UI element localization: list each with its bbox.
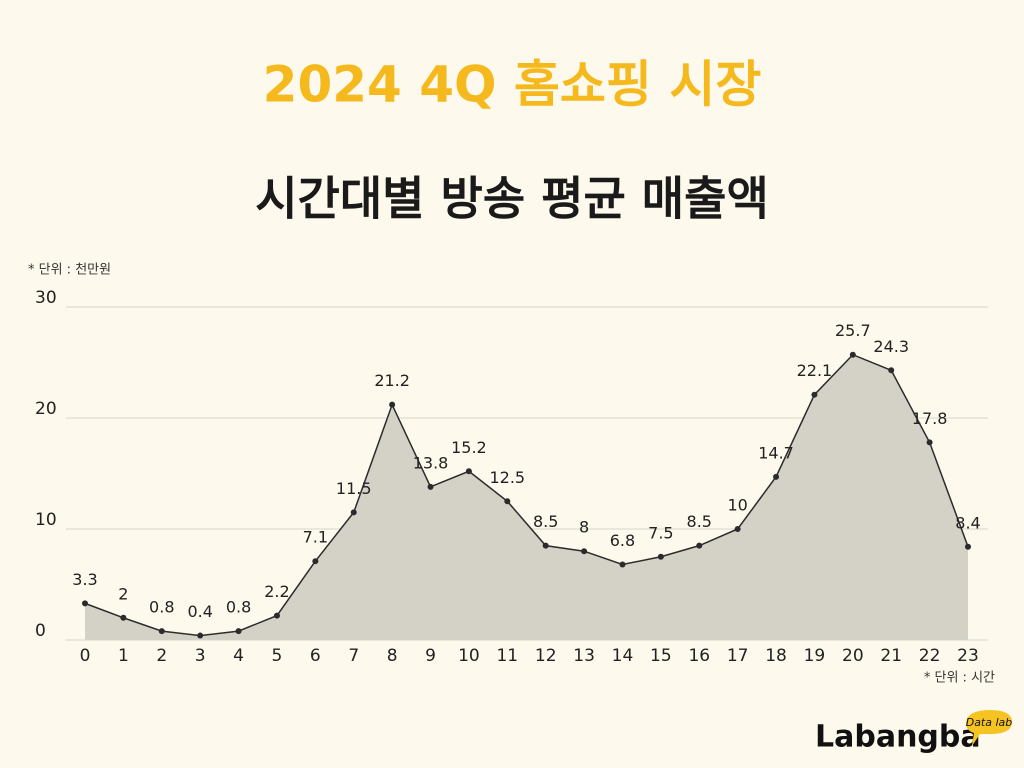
x-tick-label: 9 [425, 646, 436, 666]
logo: Labangba Data lab [815, 710, 1012, 755]
point [965, 543, 971, 550]
line [84, 353, 969, 637]
point [235, 628, 242, 635]
x-tick-label: 13 [573, 646, 595, 666]
y-axis-label: * 단위 : 천만원 [28, 263, 111, 278]
data-label: 12.5 [489, 468, 525, 487]
point [657, 553, 664, 560]
y-tick-label: 30 [35, 288, 57, 308]
x-tick-label: 8 [387, 646, 398, 666]
x-tick-label: 2 [156, 646, 167, 666]
chart-title: 2024 4Q 홈쇼핑 시장 [263, 56, 762, 114]
point [888, 367, 895, 374]
point [926, 439, 933, 446]
data-label: 7.5 [648, 523, 673, 542]
point [542, 542, 549, 549]
chart-subtitle: 시간대별 방송 평균 매출액 [255, 172, 769, 226]
data-label: 0.4 [187, 602, 212, 621]
logo-bubble [966, 710, 1012, 746]
point [312, 558, 319, 565]
x-tick-label: 22 [919, 646, 941, 666]
point [619, 561, 626, 568]
x-tick-label: 4 [233, 646, 244, 666]
x-axis-label: * 단위 : 시간 [924, 671, 995, 686]
point [273, 612, 280, 619]
x-tick-label: 15 [650, 646, 672, 666]
point [773, 473, 780, 480]
point [465, 468, 472, 475]
x-tick-label: 1 [118, 646, 129, 666]
data-label: 3.3 [72, 570, 97, 589]
x-tick-label: 23 [957, 646, 979, 666]
area [85, 354, 968, 640]
point [581, 548, 588, 555]
data-label: 8.5 [687, 512, 712, 531]
point [389, 401, 396, 408]
point [350, 509, 357, 516]
y-tick-label: 20 [35, 399, 57, 419]
data-label: 10 [727, 496, 747, 515]
data-label: 0.8 [149, 598, 174, 617]
x-tick-label: 10 [458, 646, 480, 666]
data-label: 8.4 [955, 513, 980, 532]
point [734, 526, 741, 532]
data-label: 24.3 [873, 337, 909, 356]
point [120, 614, 127, 621]
data-label: 14.7 [758, 443, 794, 462]
data-label: 0.8 [226, 598, 251, 617]
data-label: 2 [118, 584, 128, 603]
x-tick-label: 16 [688, 646, 710, 666]
point [504, 498, 511, 505]
x-tick-label: 3 [195, 646, 206, 666]
logo-tag: Data lab [966, 716, 1013, 729]
data-label: 21.2 [374, 371, 410, 390]
point [197, 632, 204, 639]
point [427, 483, 434, 490]
data-label: 15.2 [451, 438, 487, 457]
point [811, 391, 818, 398]
x-tick-label: 20 [842, 646, 864, 666]
data-label: 8 [579, 518, 589, 537]
y-tick-label: 0 [35, 621, 46, 641]
data-label: 11.5 [336, 479, 372, 498]
x-tick-label: 7 [348, 646, 359, 666]
x-tick-label: 11 [496, 646, 518, 666]
x-tick-label: 6 [310, 646, 321, 666]
data-label: 2.2 [264, 582, 289, 601]
point [696, 542, 703, 549]
y-tick-label: 10 [35, 510, 57, 530]
data-label: 22.1 [797, 361, 833, 380]
x-tick-label: 21 [880, 646, 902, 666]
point [158, 628, 165, 635]
x-tick-label: 14 [612, 646, 634, 666]
point [849, 351, 856, 358]
data-label: 6.8 [610, 531, 635, 550]
data-label: 13.8 [413, 453, 449, 472]
data-label: 25.7 [835, 321, 871, 340]
data-label: 7.1 [303, 528, 328, 547]
x-tick-label: 5 [272, 646, 283, 666]
x-tick-label: 18 [765, 646, 787, 666]
x-tick-label: 0 [80, 646, 91, 666]
x-tick-label: 12 [535, 646, 557, 666]
x-tick-label: 17 [727, 646, 749, 666]
logo-name: Labangba [815, 720, 981, 755]
data-label: 8.5 [533, 512, 558, 531]
point [82, 600, 88, 607]
data-label: 17.8 [912, 409, 948, 428]
x-tick-label: 19 [804, 646, 826, 666]
